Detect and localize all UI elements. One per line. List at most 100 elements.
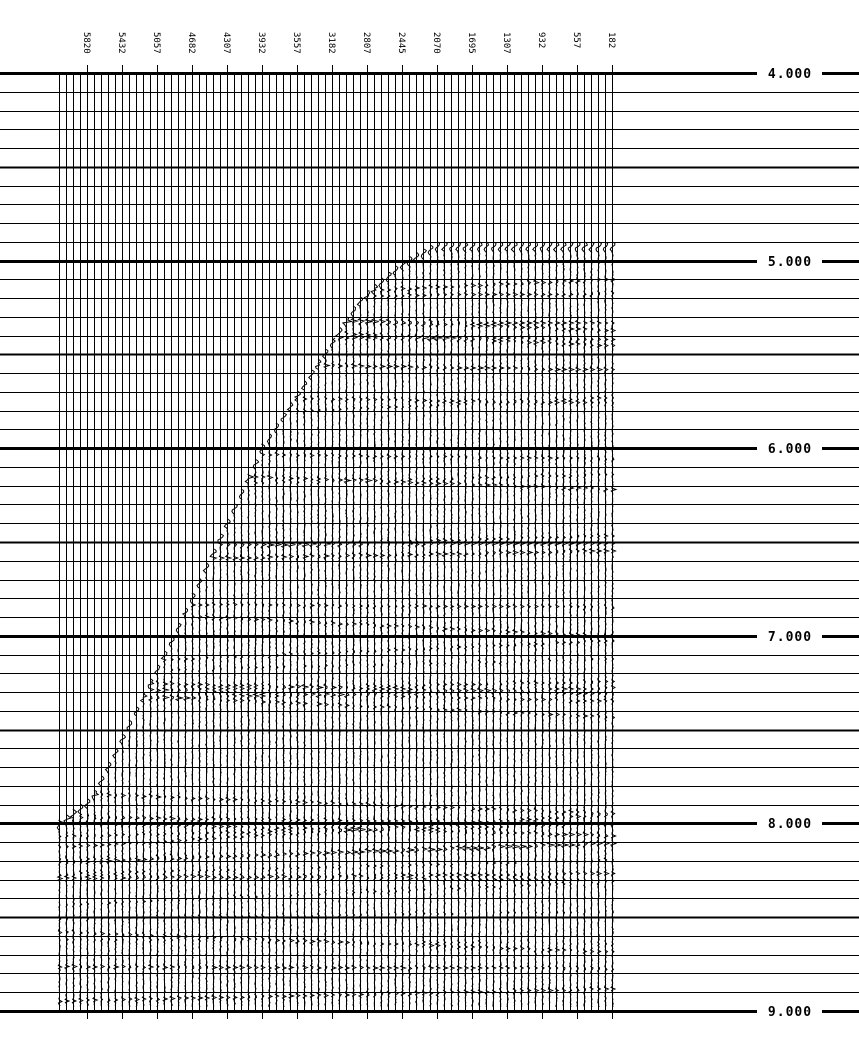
time-tick-label: 8.000: [768, 817, 812, 832]
time-tick-label: 7.000: [768, 630, 812, 645]
offset-tick-label: 2070: [431, 32, 441, 54]
offset-tick-label: 2807: [361, 32, 371, 54]
offset-tick-label: 182: [606, 32, 616, 48]
trace-wiggle: [244, 473, 256, 1007]
trace-wiggle: [609, 241, 618, 1008]
trace-wiggle: [160, 650, 171, 1007]
trace-wiggle: [147, 678, 155, 1007]
offset-tick-label: 932: [536, 32, 546, 48]
trace-wiggle: [202, 562, 211, 1008]
trace-wiggle: [433, 241, 444, 1007]
trace-wiggle: [196, 577, 204, 1008]
trace-wiggle: [174, 622, 185, 1008]
trace-wiggle: [468, 241, 478, 1008]
trace-wiggle: [363, 289, 374, 1008]
trace-wiggle: [56, 819, 66, 1007]
time-axis: 4.000 5.000 6.000 7.000 8.000 9.000: [768, 67, 812, 1020]
trace-wiggle: [602, 241, 611, 1008]
trace-wiggle: [91, 789, 100, 1007]
time-tick-label: 4.000: [768, 67, 812, 82]
trace-wiggle: [496, 241, 506, 1007]
trace-wiggle: [552, 241, 563, 1008]
trace-wiggle: [139, 692, 148, 1007]
trace-wiggle: [273, 422, 283, 1007]
trace-wiggle: [286, 401, 296, 1007]
trace-wiggle: [355, 296, 366, 1007]
trace-wiggle: [595, 241, 604, 1008]
offset-tick-label: 557: [571, 32, 581, 48]
trace-wiggle: [63, 814, 72, 1008]
trace-wiggle: [280, 412, 290, 1008]
trace-wiggle: [231, 503, 240, 1007]
trace-wiggle: [69, 808, 79, 1008]
trace-wiggle: [104, 761, 114, 1007]
trace-wiggle: [399, 259, 408, 1008]
offset-tick-label: 3932: [256, 32, 266, 54]
trace-wiggle: [461, 241, 471, 1007]
trace-wiggle: [546, 241, 556, 1008]
trace-wiggle: [209, 548, 219, 1007]
trace-wiggle: [504, 241, 513, 1008]
offset-tick-label: 5057: [151, 32, 161, 54]
trace-wiggle: [370, 283, 381, 1007]
offset-tick-label: 1307: [501, 32, 511, 54]
trace-wiggle: [322, 348, 332, 1007]
trace-wiggle: [126, 719, 133, 1007]
trace-wiggle: [77, 803, 84, 1007]
trace-wiggle: [510, 241, 520, 1008]
trace-wiggle: [385, 271, 394, 1008]
time-tick-label: 6.000: [768, 442, 812, 457]
trace-wiggle: [133, 706, 142, 1008]
trace-wiggle: [189, 592, 197, 1007]
time-tick-label: 5.000: [768, 255, 812, 270]
offset-tick-label: 3557: [291, 32, 301, 54]
trace-wiggle: [482, 241, 492, 1008]
trace-wiggle: [329, 337, 338, 1008]
trace-wiggle: [84, 798, 92, 1007]
trace-wiggle: [168, 636, 177, 1006]
trace-wiggle: [266, 433, 276, 1008]
trace-wiggle: [532, 241, 540, 1008]
trace-wiggle: [454, 241, 465, 1008]
trace-wiggle: [308, 369, 318, 1007]
trace-wiggle: [181, 607, 192, 1008]
time-tick-label: 9.000: [768, 1005, 812, 1020]
trace-wiggle: [112, 747, 121, 1007]
trace-wiggle: [518, 241, 527, 1008]
offset-tick-label: 5820: [81, 32, 91, 54]
trace-wiggle: [539, 241, 547, 1008]
trace-wiggle: [300, 380, 310, 1007]
trace-wiggle: [567, 241, 577, 1008]
trace-wiggle: [490, 241, 499, 1008]
offset-tick-label: 1695: [466, 32, 476, 54]
trace-wiggle: [420, 248, 429, 1007]
trace-wiggle: [581, 241, 590, 1008]
trace-wiggle: [315, 358, 325, 1008]
trace-wiggle: [252, 458, 261, 1007]
offset-tick-label: 4307: [221, 32, 231, 54]
trace-wiggle: [588, 241, 597, 1008]
offset-tick-label: 4682: [186, 32, 196, 54]
trace-wiggle: [378, 277, 387, 1008]
offset-tick-label: 2445: [396, 32, 406, 54]
trace-wiggle: [217, 533, 226, 1007]
trace-wiggle: [238, 488, 246, 1007]
offset-tick-label: 5432: [116, 32, 126, 54]
trace-wiggle: [560, 241, 570, 1008]
trace-wiggle: [334, 326, 346, 1007]
trace-wiggle: [574, 241, 583, 1008]
trace-wiggle: [154, 664, 163, 1008]
trace-wiggle: [391, 265, 400, 1008]
trace-wiggle: [223, 518, 233, 1007]
trace-wiggle: [413, 251, 422, 1007]
offset-axis: 5820 5432 5057 4682 4307 3932 3557 3182 2807 2445…: [81, 32, 616, 1019]
trace-wiggle: [441, 241, 450, 1008]
trace-wiggle: [119, 733, 127, 1008]
trace-wiggle: [475, 241, 485, 1008]
trace-wiggle: [258, 443, 268, 1007]
trace-wiggle: [405, 255, 415, 1007]
trace-wiggle: [294, 390, 303, 1007]
trace-wiggle: [525, 241, 534, 1008]
offset-tick-label: 3182: [326, 32, 336, 54]
